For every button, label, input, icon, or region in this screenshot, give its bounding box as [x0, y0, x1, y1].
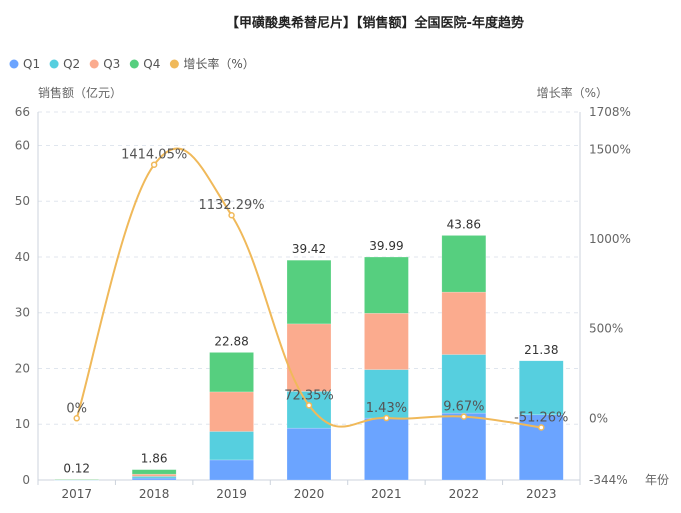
bar-Q4-2022[interactable] — [441, 235, 487, 293]
legend-marker-4[interactable] — [169, 59, 179, 69]
bar-total-label: 39.99 — [369, 239, 403, 253]
y-tick-label: 50 — [15, 194, 30, 208]
y2-tick-label: 1000% — [589, 232, 631, 246]
x-tick-label: 2023 — [526, 487, 557, 501]
growth-point-2021[interactable] — [383, 414, 390, 422]
legend-label-4[interactable]: 增长率（%） — [183, 56, 254, 71]
y-tick-label: 0 — [22, 473, 30, 487]
y2-tick-label: -344% — [589, 473, 628, 487]
growth-label: 1.43% — [366, 401, 407, 416]
bar-total-label: 43.86 — [447, 217, 481, 231]
growth-label: 9.67% — [443, 400, 484, 415]
bar-Q4-2018[interactable] — [131, 469, 177, 475]
bar-Q1-2019[interactable] — [209, 459, 254, 481]
y2-tick-label: 500% — [589, 322, 623, 336]
growth-label: 0% — [66, 401, 87, 416]
x-tick-label: 2021 — [371, 487, 402, 501]
chart-title: 【甲磺酸奥希替尼片】【销售额】全国医院-年度趋势 — [226, 15, 524, 31]
legend-marker-3[interactable] — [129, 59, 139, 69]
y2-tick-label: 0% — [589, 411, 608, 425]
x-axis-title: 年份 — [645, 473, 669, 487]
x-tick-label: 2022 — [449, 487, 480, 501]
legend-label-2[interactable]: Q3 — [103, 57, 120, 71]
y2-tick-label: 1708% — [589, 105, 631, 119]
bar-total-label: 0.12 — [63, 461, 90, 475]
legend-marker-2[interactable] — [89, 59, 99, 69]
y-tick-label: 66 — [15, 105, 30, 119]
y-tick-label: 60 — [15, 138, 30, 152]
bar-Q3-2021[interactable] — [364, 313, 409, 370]
y-tick-label: 40 — [15, 250, 30, 264]
growth-point-2023[interactable] — [538, 424, 545, 431]
growth-point-2017[interactable] — [73, 415, 80, 422]
y2-tick-label: 1500% — [589, 142, 631, 156]
growth-line — [75, 147, 542, 429]
legend-marker-1[interactable] — [49, 59, 59, 69]
bar-Q4-2019[interactable] — [209, 352, 254, 393]
y-tick-label: 30 — [15, 306, 30, 320]
bar-Q1-2021[interactable] — [364, 417, 409, 481]
x-tick-label: 2020 — [294, 487, 325, 501]
legend-label-1[interactable]: Q2 — [63, 57, 80, 71]
bar-total-label: 22.88 — [214, 334, 248, 348]
bar-Q2-2019[interactable] — [209, 431, 254, 461]
x-tick-label: 2017 — [61, 487, 92, 501]
legend-label-3[interactable]: Q4 — [143, 57, 160, 71]
bar-total-label: 1.86 — [141, 452, 168, 466]
bar-Q4-2017[interactable] — [54, 479, 99, 481]
growth-label: 1414.05% — [121, 148, 187, 163]
x-tick-label: 2019 — [216, 487, 247, 501]
y-tick-label: 20 — [15, 361, 30, 375]
growth-point-2019[interactable] — [228, 211, 235, 219]
x-tick-label: 2018 — [139, 487, 170, 501]
bar-Q3-2018[interactable] — [131, 473, 177, 477]
bar-total-label: 21.38 — [524, 343, 558, 357]
growth-point-2022[interactable] — [460, 413, 468, 420]
legend-label-0[interactable]: Q1 — [23, 57, 40, 71]
bar-total-label: 39.42 — [292, 242, 326, 256]
growth-label: 1132.29% — [199, 198, 265, 213]
bar-Q3-2020[interactable] — [286, 323, 332, 392]
bar-Q1-2022[interactable] — [441, 412, 487, 481]
growth-point-2020[interactable] — [305, 402, 313, 409]
legend-marker-0[interactable] — [9, 59, 19, 69]
bar-Q2-2018[interactable] — [131, 476, 177, 479]
bar-Q2-2023[interactable] — [519, 360, 564, 416]
bar-Q3-2019[interactable] — [209, 391, 254, 432]
y-tick-label: 10 — [15, 417, 30, 431]
bar-Q1-2020[interactable] — [286, 427, 332, 481]
bar-Q4-2020[interactable] — [286, 259, 332, 325]
legend: Q1 Q2 Q3 Q4 增长率（%） — [9, 56, 255, 71]
bar-Q2-2022[interactable] — [441, 354, 487, 414]
growth-point-2018[interactable] — [150, 161, 158, 168]
bar-Q1-2018[interactable] — [131, 477, 177, 481]
growth-label: 72.35% — [284, 388, 334, 403]
growth-label: -51.26% — [514, 411, 568, 426]
bar-Q3-2022[interactable] — [441, 291, 487, 355]
y2-axis-title: 增长率（%） — [537, 85, 608, 100]
y-axis-title: 销售额（亿元） — [38, 85, 122, 100]
bar-Q4-2021[interactable] — [364, 256, 409, 314]
